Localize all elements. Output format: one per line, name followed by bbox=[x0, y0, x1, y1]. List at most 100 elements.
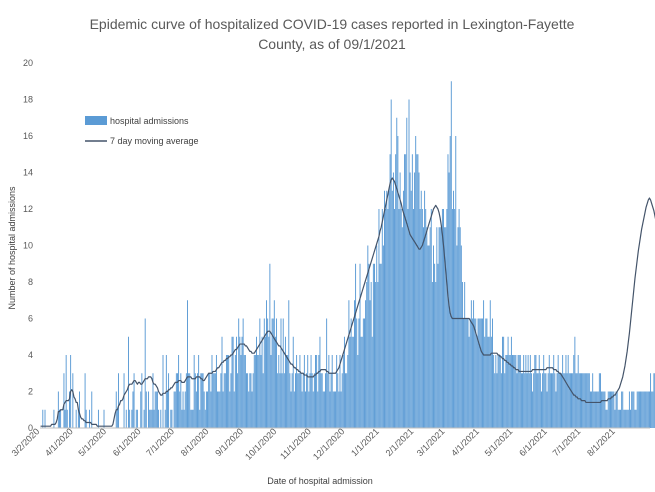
bar bbox=[399, 172, 401, 428]
bar bbox=[343, 336, 345, 428]
bar bbox=[328, 355, 330, 428]
bar bbox=[187, 300, 188, 428]
bar bbox=[241, 336, 243, 428]
y-axis-label: Number of hospital admissions bbox=[7, 186, 17, 310]
y-tick-label: 14 bbox=[23, 168, 33, 178]
bar bbox=[523, 355, 525, 428]
x-tick-label: 4/1/2020 bbox=[43, 426, 75, 458]
bar bbox=[365, 300, 367, 428]
bar bbox=[323, 391, 325, 428]
bar bbox=[84, 373, 86, 428]
bar bbox=[439, 227, 441, 428]
bar bbox=[642, 391, 644, 428]
bar bbox=[498, 355, 500, 428]
bar bbox=[254, 355, 256, 428]
bar bbox=[571, 373, 572, 428]
bar bbox=[195, 391, 197, 428]
bar bbox=[547, 373, 549, 428]
bar bbox=[252, 373, 254, 428]
bar bbox=[355, 263, 357, 428]
bar bbox=[500, 373, 502, 428]
bar bbox=[260, 355, 262, 428]
bar bbox=[469, 318, 471, 428]
bar bbox=[542, 373, 544, 428]
bar bbox=[589, 391, 591, 428]
x-tick-label: 4/1/2021 bbox=[449, 426, 481, 458]
x-tick-label: 6/1/2021 bbox=[517, 426, 549, 458]
bar bbox=[441, 209, 443, 428]
x-tick-label: 6/1/2020 bbox=[111, 426, 143, 458]
bar bbox=[536, 373, 538, 428]
bar bbox=[402, 190, 404, 428]
bar bbox=[520, 373, 522, 428]
bar bbox=[588, 373, 590, 428]
bar bbox=[200, 373, 202, 428]
bar bbox=[426, 227, 428, 428]
bar bbox=[444, 227, 446, 428]
bar bbox=[407, 209, 409, 428]
bar bbox=[541, 391, 542, 428]
bar bbox=[283, 373, 285, 428]
bar bbox=[168, 373, 170, 428]
bar bbox=[385, 209, 387, 428]
x-tick-label: 7/1/2021 bbox=[551, 426, 583, 458]
bar bbox=[257, 355, 259, 428]
bar bbox=[207, 391, 208, 428]
bar bbox=[319, 336, 321, 428]
bar bbox=[415, 136, 417, 428]
bar bbox=[490, 336, 492, 428]
y-tick-label: 4 bbox=[28, 350, 33, 360]
bar bbox=[644, 391, 646, 428]
bar bbox=[270, 355, 272, 428]
bar bbox=[391, 190, 393, 428]
bar bbox=[543, 355, 545, 428]
bar bbox=[539, 373, 541, 428]
bar bbox=[316, 355, 318, 428]
bar bbox=[155, 391, 157, 428]
bar bbox=[288, 300, 290, 428]
bar bbox=[483, 300, 485, 428]
bar bbox=[280, 318, 282, 428]
bar bbox=[529, 355, 531, 428]
bar bbox=[103, 409, 105, 428]
bar bbox=[64, 409, 66, 428]
bar bbox=[497, 355, 499, 428]
bar bbox=[562, 355, 564, 428]
bar bbox=[341, 373, 343, 428]
bar bbox=[463, 318, 465, 428]
bar bbox=[210, 391, 212, 428]
bar bbox=[604, 391, 606, 428]
bar bbox=[374, 263, 375, 428]
bar bbox=[371, 336, 373, 428]
bar bbox=[648, 391, 650, 428]
bar bbox=[335, 391, 337, 428]
bar bbox=[406, 117, 408, 428]
bar bbox=[162, 355, 164, 428]
legend-swatch-hospital-admissions bbox=[85, 116, 107, 125]
bar bbox=[386, 190, 388, 428]
bar bbox=[522, 373, 524, 428]
bar bbox=[482, 318, 483, 428]
bar bbox=[214, 373, 216, 428]
x-tick-label: 10/1/2020 bbox=[243, 426, 278, 461]
bar bbox=[228, 355, 230, 428]
bar bbox=[532, 391, 534, 428]
bar bbox=[436, 227, 438, 428]
bar bbox=[623, 409, 625, 428]
bar bbox=[290, 391, 292, 428]
bar bbox=[404, 154, 406, 428]
bar bbox=[538, 355, 540, 428]
bar bbox=[647, 391, 649, 428]
bar bbox=[390, 99, 392, 428]
chart-title-line-2: County, as of 09/1/2021 bbox=[258, 36, 406, 52]
bar bbox=[449, 136, 451, 428]
bar bbox=[650, 373, 652, 428]
bar bbox=[573, 355, 575, 428]
bar bbox=[485, 318, 487, 428]
bar bbox=[289, 373, 291, 428]
bar bbox=[527, 355, 529, 428]
y-tick-label: 18 bbox=[23, 95, 33, 105]
bar bbox=[510, 336, 512, 428]
bar bbox=[59, 409, 60, 428]
